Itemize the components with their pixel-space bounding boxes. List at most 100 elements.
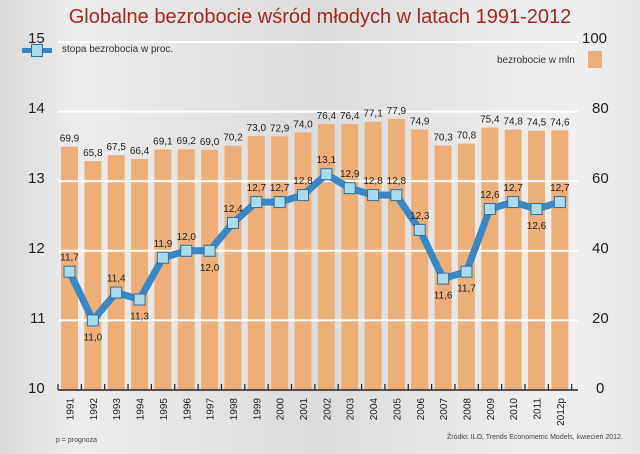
rate-marker [110,286,123,299]
bar [317,124,335,391]
bar-value-label: 76,4 [317,111,337,122]
bar [201,149,219,390]
bar-value-label: 75,4 [480,115,500,126]
bar-value-label: 76,4 [340,111,360,122]
rate-value-label: 11,3 [130,312,149,323]
legend-marker-icon [31,44,43,57]
rate-value-label: 12,7 [247,183,267,194]
left-axis-tick-15: 15 [28,30,45,47]
bar [504,129,522,391]
x-axis-label: 1998 [229,398,240,421]
right-axis-tick-60: 60 [592,170,609,187]
x-axis-label: 2006 [416,398,427,421]
bar [294,132,312,391]
bar-value-label: 69,1 [153,137,173,148]
rate-marker [390,189,403,202]
right-axis-tick-80: 80 [592,100,609,117]
x-axis-label: 1992 [89,398,100,421]
rate-value-label: 13,1 [317,155,337,166]
rate-marker [297,189,309,202]
left-axis-tick-11: 11 [30,310,46,327]
bar [177,149,195,390]
bar [247,135,265,390]
left-axis-tick-12: 12 [28,240,45,257]
x-axis-label: 2010 [509,398,520,421]
legend-bar-swatch-icon [588,51,602,68]
rate-value-label: 11,9 [154,239,173,250]
x-axis-label: 2008 [462,398,473,421]
bar-value-label: 77,1 [363,109,383,120]
x-axis-label: 2003 [346,398,357,421]
rate-marker [86,314,99,327]
bar-value-label: 77,9 [387,106,407,117]
rate-marker [483,203,496,216]
left-axis-tick-14: 14 [28,100,45,117]
rate-value-label: 12,7 [503,183,523,194]
rate-marker [507,196,520,209]
rate-marker [273,196,286,209]
rate-value-label: 12,6 [480,190,500,201]
right-axis-tick-20: 20 [592,310,609,327]
rate-marker [63,265,76,278]
right-axis-tick-100: 100 [582,30,608,47]
rate-value-label: 12,7 [550,183,570,194]
bar [271,136,289,390]
x-axis-label: 1999 [252,398,263,421]
bar [434,145,452,390]
bar [481,127,499,390]
bar-value-label: 69,2 [177,136,197,147]
rate-value-label: 12,4 [223,204,243,215]
x-axis-label: 1996 [182,398,193,421]
rate-marker [250,196,263,209]
footnote-forecast: p = prognoza [56,437,98,444]
x-axis-label: 2001 [299,398,310,421]
bar [387,118,405,391]
bar-value-label: 73,0 [247,123,267,134]
rate-marker [203,244,216,257]
rate-value-label: 11,7 [60,253,79,264]
x-axis-label: 2009 [486,398,497,421]
bar-value-label: 74,6 [550,117,570,128]
x-axis-label: 2005 [392,398,403,421]
bar-value-label: 67,5 [106,142,126,153]
x-axis-label: 1991 [66,398,77,421]
legend-rate-label: stopa bezrobocia w proc. [62,44,174,55]
rate-line [66,170,561,324]
rate-marker [553,196,566,209]
bar-value-label: 74,8 [503,117,523,128]
bar-value-label: 70,2 [223,133,243,144]
rate-marker [226,216,239,229]
rate-value-label: 12,8 [363,176,383,187]
bar-value-label: 70,3 [433,132,453,143]
rate-value-label: 12,0 [200,263,220,274]
legend-count-label: bezrobocie w mln [497,55,575,66]
rate-value-label: 11,6 [434,291,453,302]
x-axis-label: 2011 [533,398,544,420]
bar [224,145,242,390]
rate-value-label: 12,3 [410,211,430,222]
rate-value-label: 11,0 [83,332,102,343]
x-axis-label: 1995 [159,398,170,421]
rate-marker [530,203,543,216]
x-axis-label: 2004 [369,398,380,421]
x-axis-label: 1997 [206,398,217,421]
rate-value-label: 12,8 [387,176,407,187]
x-axis-label: 2000 [276,398,287,421]
bar-value-label: 70,8 [457,131,477,142]
bar [107,155,125,390]
chart-title: Globalne bezrobocie wśród młodych w lata… [68,6,572,28]
x-axis-label: 1994 [136,398,147,421]
bar [551,130,569,390]
rate-marker [437,272,450,285]
rate-marker [367,189,380,202]
bar [154,149,172,390]
rate-marker [460,265,473,278]
bar [131,158,149,390]
bar-value-label: 69,9 [60,134,80,145]
bar-value-label: 65,8 [83,148,103,159]
rate-marker [180,244,193,257]
bar-value-label: 72,9 [270,123,290,134]
rate-value-label: 12,0 [177,232,197,243]
x-axis-label: 2002 [322,398,333,421]
